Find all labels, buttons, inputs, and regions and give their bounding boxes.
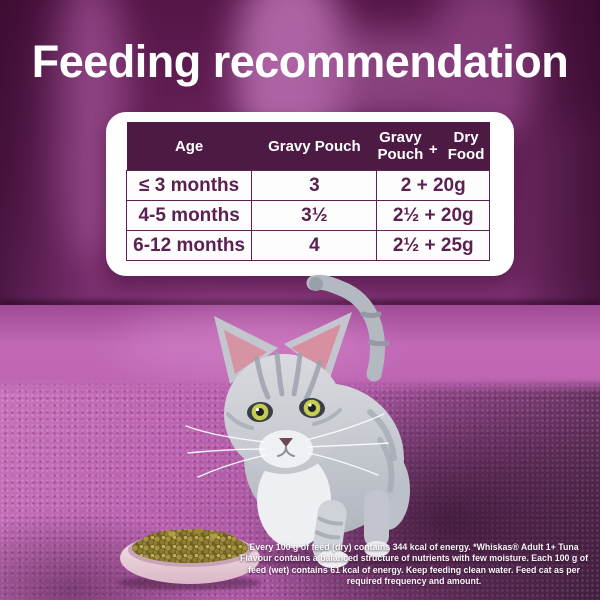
cat-front-paw [317,550,349,568]
age-cell: 6-12 months [125,230,253,261]
table-row: 4-5 months 3½ 2½ + 20g [125,200,490,231]
col-header-age: Age [126,122,252,171]
col-header-gravy-pouch-plus-dry-food: Gravy Pouch + Dry Food [376,122,490,171]
footnote-text: Every 100 g of feed (dry) contains 344 k… [239,541,589,587]
kibble-piece [168,531,176,537]
plus-sign: + [428,140,438,158]
body-stripe [367,409,397,461]
gravy-pouch-cell: 4 [251,230,378,261]
header-gravy-pouch-label: Gravy Pouch [377,128,424,163]
gravy-pouch-cell: 3 [251,170,378,201]
kibble-mound [142,529,238,553]
age-cell: ≤ 3 months [125,170,253,201]
header-dry-food-label: Dry Food [447,128,485,163]
cat-front-leg-right [364,490,390,557]
cheek-stripes [226,408,342,430]
vignette-left [0,0,90,312]
cat-front-leg-forward [312,500,347,563]
cat-mouth [277,446,295,457]
cat-chest [257,452,331,548]
kitten-illustration [185,274,425,570]
combo-cell: 2½ + 25g [376,230,490,261]
cat-nose [279,438,293,447]
col-header-gravy-pouch: Gravy Pouch [251,122,377,171]
feeding-table: Age Gravy Pouch Gravy Pouch + Dry Food ≤… [125,122,490,261]
combo-cell: 2 + 20g [376,170,490,201]
table-header-row: Age Gravy Pouch Gravy Pouch + Dry Food [126,122,490,171]
age-cell: 4-5 months [125,200,253,231]
gravy-pouch-cell: 3½ [251,200,378,231]
cat-whiskers [185,413,389,478]
cat-tail [306,274,390,382]
vignette-right [510,0,600,312]
cat-ear-right [284,312,352,378]
wall-floor-junction [0,300,600,307]
cat-eye-right [299,397,325,419]
table-row: ≤ 3 months 3 2 + 20g [125,170,490,201]
forehead-stripes [254,351,323,402]
kibble-piece [194,528,202,534]
table-row: 6-12 months 4 2½ + 25g [125,230,490,261]
kibble-piece [210,533,218,539]
combo-cell: 2½ + 20g [376,200,490,231]
cat-eye-left [247,401,273,423]
cat-ear-left [214,316,278,384]
feeding-table-card: Age Gravy Pouch Gravy Pouch + Dry Food ≤… [106,112,514,276]
page-title: Feeding recommendation [31,36,569,87]
food-bowl [118,528,262,590]
